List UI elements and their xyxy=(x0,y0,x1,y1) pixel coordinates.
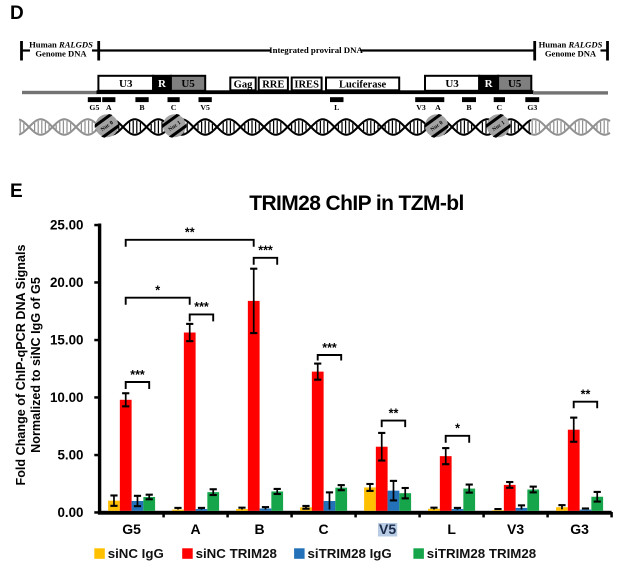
svg-text:25.00: 25.00 xyxy=(50,217,84,232)
svg-text:siTRIM28 TRIM28: siTRIM28 TRIM28 xyxy=(427,546,536,561)
svg-text:A: A xyxy=(191,521,201,537)
svg-text:5.00: 5.00 xyxy=(57,447,83,462)
svg-text:***: *** xyxy=(258,244,273,258)
svg-text:**: ** xyxy=(581,388,591,402)
svg-text:*: * xyxy=(155,284,160,298)
svg-text:Integrated proviral DNA: Integrated proviral DNA xyxy=(269,45,363,55)
svg-text:C: C xyxy=(496,103,502,112)
svg-text:G5: G5 xyxy=(89,103,99,112)
svg-text:V5: V5 xyxy=(379,521,396,537)
svg-text:IRES: IRES xyxy=(294,80,319,91)
svg-text:E: E xyxy=(10,181,23,202)
svg-text:U5: U5 xyxy=(508,78,522,90)
svg-text:C: C xyxy=(319,521,329,537)
svg-text:siNC TRIM28: siNC TRIM28 xyxy=(196,546,277,561)
svg-text:U3: U3 xyxy=(445,78,459,90)
svg-text:RRE: RRE xyxy=(262,80,284,91)
svg-text:U3: U3 xyxy=(119,78,133,90)
svg-text:R: R xyxy=(485,78,494,90)
svg-text:10.00: 10.00 xyxy=(50,390,84,405)
svg-text:B: B xyxy=(466,103,471,112)
svg-text:Gag: Gag xyxy=(234,80,253,91)
svg-text:V3: V3 xyxy=(507,521,524,537)
svg-text:Normalized to siNC IgG of G5: Normalized to siNC IgG of G5 xyxy=(29,277,43,453)
svg-text:D: D xyxy=(10,3,24,24)
svg-text:L: L xyxy=(334,103,339,112)
svg-text:L: L xyxy=(447,521,456,537)
svg-text:*: * xyxy=(455,422,460,436)
svg-text:siNC IgG: siNC IgG xyxy=(108,546,164,561)
svg-text:Luciferase: Luciferase xyxy=(339,80,387,91)
svg-text:C: C xyxy=(171,103,177,112)
svg-text:**: ** xyxy=(185,226,195,240)
svg-text:V5: V5 xyxy=(200,103,210,112)
svg-text:Genome DNA: Genome DNA xyxy=(35,48,87,58)
svg-text:0.00: 0.00 xyxy=(57,505,83,520)
svg-text:R: R xyxy=(158,78,167,90)
svg-text:***: *** xyxy=(130,368,145,382)
svg-text:Genome DNA: Genome DNA xyxy=(545,48,597,58)
svg-text:20.00: 20.00 xyxy=(50,275,84,290)
svg-text:TRIM28 ChIP in TZM-bl: TRIM28 ChIP in TZM-bl xyxy=(249,192,464,215)
svg-text:siTRIM28 IgG: siTRIM28 IgG xyxy=(308,546,392,561)
svg-text:Fold Change of ChIP-qPCR DNA S: Fold Change of ChIP-qPCR DNA Signals xyxy=(14,245,28,486)
svg-text:V3: V3 xyxy=(416,103,426,112)
svg-text:**: ** xyxy=(389,406,399,420)
svg-text:G3: G3 xyxy=(570,521,589,537)
svg-text:U5: U5 xyxy=(181,78,195,90)
svg-text:B: B xyxy=(139,103,144,112)
svg-text:15.00: 15.00 xyxy=(50,332,84,347)
svg-text:Human RALGDS: Human RALGDS xyxy=(29,40,93,50)
svg-text:G3: G3 xyxy=(527,103,537,112)
svg-text:B: B xyxy=(255,521,265,537)
svg-text:***: *** xyxy=(194,300,209,314)
svg-text:Human RALGDS: Human RALGDS xyxy=(539,40,603,50)
svg-text:G5: G5 xyxy=(122,521,141,537)
svg-text:A: A xyxy=(435,103,441,112)
svg-text:***: *** xyxy=(322,341,337,355)
svg-text:A: A xyxy=(106,103,112,112)
